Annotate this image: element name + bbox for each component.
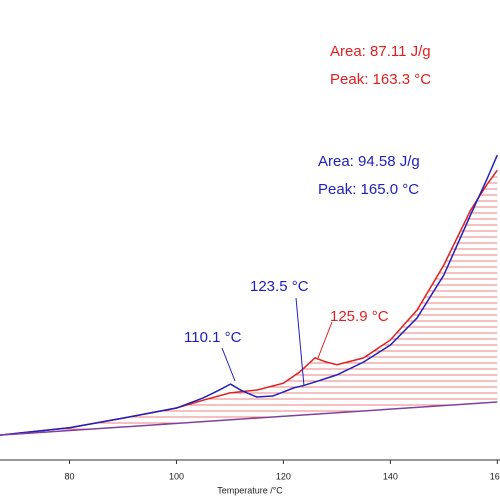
annotation: Area: 87.11 J/g [330,43,431,60]
annotation: Area: 94.58 J/g [318,153,420,170]
annotation: 123.5 °C [250,278,309,295]
x-tick-label: 160 [490,471,500,481]
x-tick-label: 120 [276,471,291,481]
leader-line [295,297,305,387]
leader-line [221,347,236,382]
x-tick-label: 80 [65,471,75,481]
annotation: Peak: 163.3 °C [330,71,431,88]
x-tick-label: 140 [383,471,398,481]
annotation: 125.9 °C [330,308,389,325]
annotation: 110.1 °C [184,329,242,346]
x-tick-label: 100 [169,471,184,481]
curve [0,401,498,436]
annotation: Peak: 165.0 °C [318,181,419,198]
hatched-area [0,170,498,436]
leader-line [317,321,333,359]
x-axis-label: Temperature /°C [217,485,283,495]
curve [0,154,499,436]
